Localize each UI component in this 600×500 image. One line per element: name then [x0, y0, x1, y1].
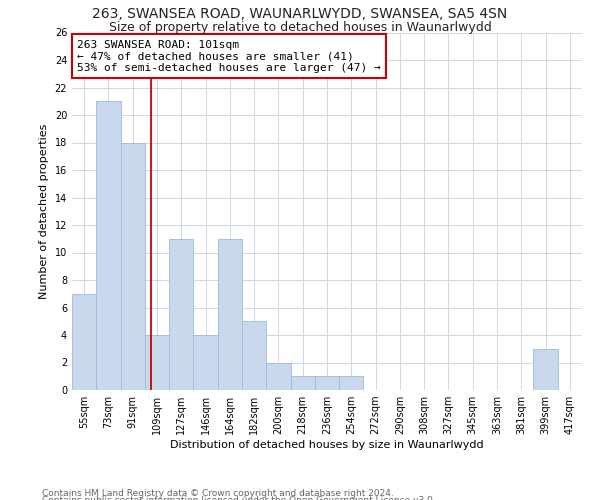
Text: Contains public sector information licensed under the Open Government Licence v3: Contains public sector information licen… [42, 496, 436, 500]
Text: Contains HM Land Registry data © Crown copyright and database right 2024.: Contains HM Land Registry data © Crown c… [42, 488, 394, 498]
Bar [242, 322, 266, 390]
Bar [290, 376, 315, 390]
Text: 263, SWANSEA ROAD, WAUNARLWYDD, SWANSEA, SA5 4SN: 263, SWANSEA ROAD, WAUNARLWYDD, SWANSEA,… [92, 8, 508, 22]
Text: Size of property relative to detached houses in Waunarlwydd: Size of property relative to detached ho… [109, 21, 491, 34]
Bar [315, 376, 339, 390]
Bar [533, 349, 558, 390]
Bar [266, 362, 290, 390]
Bar [96, 101, 121, 390]
Bar [193, 335, 218, 390]
Bar [72, 294, 96, 390]
Bar [121, 142, 145, 390]
Bar [339, 376, 364, 390]
Bar [218, 239, 242, 390]
Bar [145, 335, 169, 390]
Bar [169, 239, 193, 390]
Text: 263 SWANSEA ROAD: 101sqm
← 47% of detached houses are smaller (41)
53% of semi-d: 263 SWANSEA ROAD: 101sqm ← 47% of detach… [77, 40, 381, 73]
Y-axis label: Number of detached properties: Number of detached properties [39, 124, 49, 299]
X-axis label: Distribution of detached houses by size in Waunarlwydd: Distribution of detached houses by size … [170, 440, 484, 450]
